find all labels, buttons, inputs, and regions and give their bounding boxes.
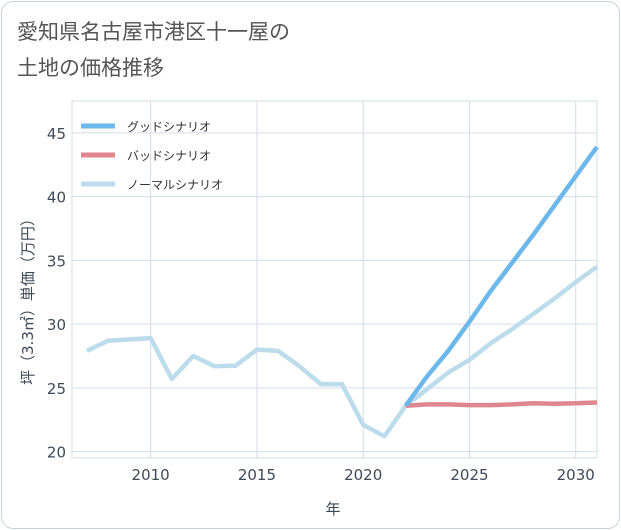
x-tick-label: 2010 [132,466,170,484]
x-axis-ticks: 2010 2015 2020 2025 2030 [132,466,595,484]
y-tick-label: 40 [47,189,66,207]
x-tick-label: 2015 [238,466,276,484]
y-axis-ticks: 20 25 30 35 40 45 [47,125,66,462]
legend-label-1: バッドシナリオ [127,149,211,163]
y-tick-label: 25 [47,380,66,398]
title-line-2: 土地の価格推移 [17,56,164,80]
plot-frame [71,100,598,459]
series-line-2 [85,264,599,439]
legend-label-0: グッドシナリオ [127,120,211,134]
y-tick-label: 45 [47,125,66,143]
x-tick-label: 2030 [557,466,595,484]
y-tick-label: 20 [47,444,66,462]
legend-label-2: ノーマルシナリオ [127,178,223,192]
chart-title: 愛知県名古屋市港区十一屋の 土地の価格推移 [17,14,437,86]
series-lines [85,145,599,439]
y-tick-label: 30 [47,316,66,334]
series-line-0 [403,145,599,408]
x-tick-label: 2020 [344,466,382,484]
title-line-1: 愛知県名古屋市港区十一屋の [17,20,290,44]
x-tick-label: 2025 [450,466,488,484]
grid [71,100,598,459]
y-axis-label: 坪（3.3㎡）単価（万円） [19,211,37,385]
series-line-1 [405,400,598,408]
x-axis-label: 年 [325,500,340,518]
y-tick-label: 35 [47,252,66,270]
